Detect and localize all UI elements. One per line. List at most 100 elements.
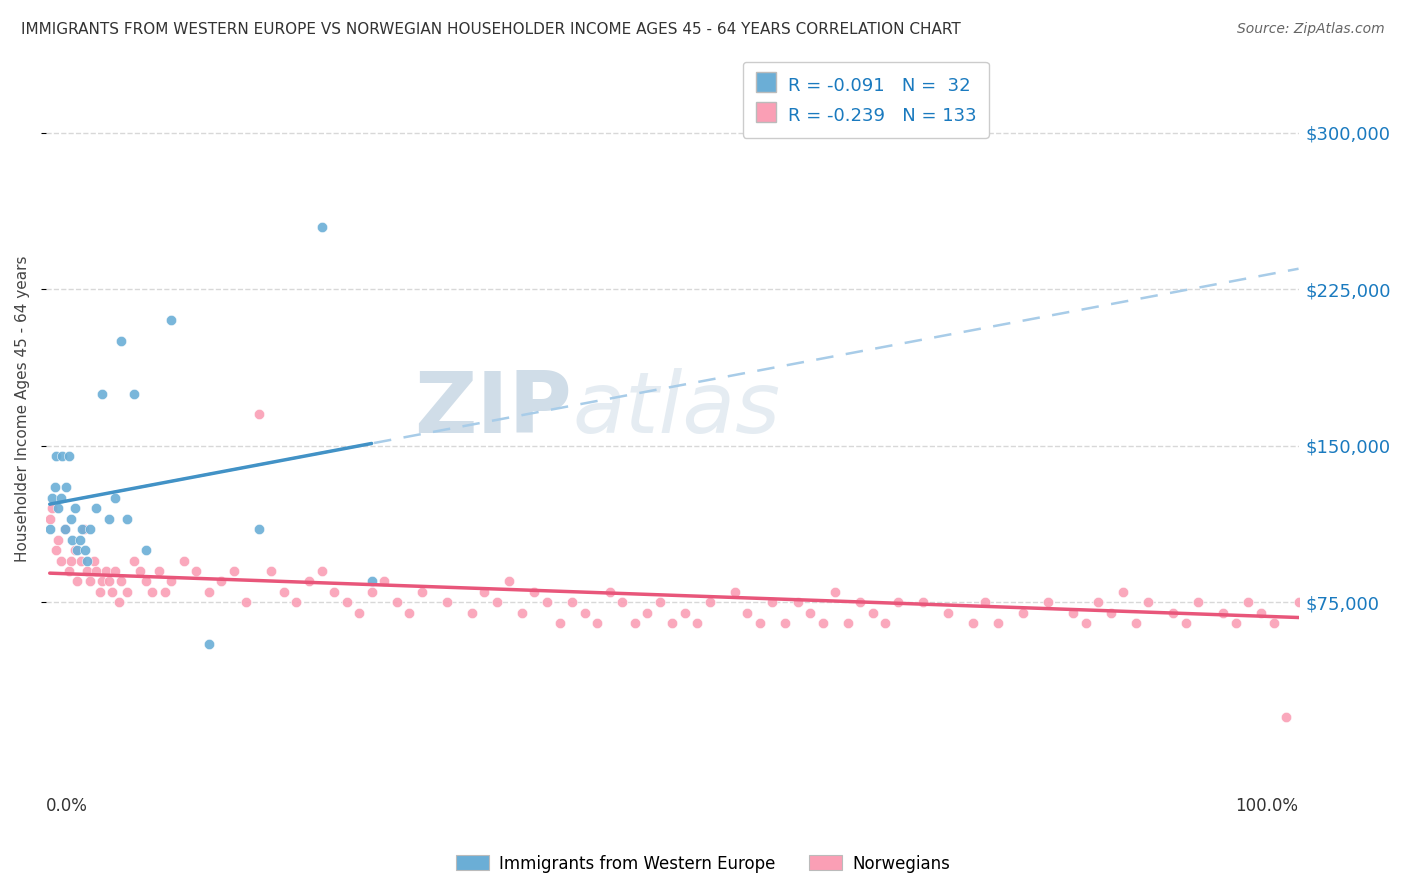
Point: [38, 522, 60, 536]
Point: [1312, 595, 1334, 609]
Point: [1161, 606, 1184, 620]
Point: [311, 564, 333, 578]
Point: [298, 574, 321, 589]
Point: [273, 584, 295, 599]
Point: [117, 584, 139, 599]
Point: [45, 449, 67, 463]
Point: [186, 564, 208, 578]
Point: [824, 584, 846, 599]
Point: [673, 606, 696, 620]
Point: [911, 595, 934, 609]
Point: [141, 584, 163, 599]
Point: [385, 595, 408, 609]
Point: [749, 616, 772, 631]
Point: [97, 574, 120, 589]
Point: [1087, 595, 1109, 609]
Point: [69, 533, 91, 547]
Point: [536, 595, 558, 609]
Point: [599, 584, 621, 599]
Point: [661, 616, 683, 631]
Point: [1112, 584, 1135, 599]
Point: [523, 584, 546, 599]
Point: [811, 616, 834, 631]
Point: [1275, 710, 1298, 724]
Point: [862, 606, 884, 620]
Point: [122, 553, 145, 567]
Point: [91, 386, 114, 401]
Point: [1074, 616, 1097, 631]
Point: [107, 595, 129, 609]
Point: [347, 606, 370, 620]
Point: [1294, 606, 1316, 620]
Point: [41, 491, 63, 505]
Point: [485, 595, 508, 609]
Point: [76, 553, 98, 567]
Point: [1288, 595, 1310, 609]
Point: [586, 616, 609, 631]
Point: [63, 543, 86, 558]
Point: [636, 606, 658, 620]
Point: [38, 512, 60, 526]
Point: [510, 606, 533, 620]
Point: [799, 606, 821, 620]
Point: [323, 584, 346, 599]
Text: 0.0%: 0.0%: [46, 797, 87, 815]
Point: [1250, 606, 1272, 620]
Point: [737, 606, 759, 620]
Point: [461, 606, 484, 620]
Point: [209, 574, 232, 589]
Point: [135, 543, 157, 558]
Point: [110, 574, 132, 589]
Point: [311, 219, 333, 234]
Point: [761, 595, 783, 609]
Point: [160, 574, 183, 589]
Point: [360, 574, 382, 589]
Point: [786, 595, 808, 609]
Point: [1125, 616, 1147, 631]
Point: [773, 616, 796, 631]
Point: [623, 616, 645, 631]
Point: [45, 543, 67, 558]
Point: [260, 564, 283, 578]
Point: [1337, 616, 1360, 631]
Point: [724, 584, 747, 599]
Point: [1362, 606, 1385, 620]
Point: [129, 564, 152, 578]
Point: [66, 574, 89, 589]
Point: [1225, 616, 1247, 631]
Point: [962, 616, 984, 631]
Point: [1012, 606, 1035, 620]
Point: [70, 553, 93, 567]
Point: [122, 386, 145, 401]
Point: [153, 584, 176, 599]
Point: [135, 574, 157, 589]
Point: [53, 522, 76, 536]
Point: [886, 595, 908, 609]
Point: [411, 584, 433, 599]
Point: [247, 408, 270, 422]
Point: [104, 491, 127, 505]
Point: [58, 449, 80, 463]
Point: [58, 564, 80, 578]
Point: [285, 595, 308, 609]
Point: [94, 564, 117, 578]
Point: [198, 637, 221, 651]
Point: [55, 480, 77, 494]
Point: [875, 616, 897, 631]
Point: [173, 553, 195, 567]
Point: [1036, 595, 1059, 609]
Point: [474, 584, 496, 599]
Point: [1375, 616, 1398, 631]
Text: atlas: atlas: [572, 368, 780, 450]
Point: [89, 584, 111, 599]
Point: [97, 512, 120, 526]
Point: [398, 606, 420, 620]
Point: [110, 334, 132, 349]
Point: [60, 512, 83, 526]
Point: [117, 512, 139, 526]
Point: [1099, 606, 1122, 620]
Point: [1137, 595, 1160, 609]
Point: [1174, 616, 1197, 631]
Legend: R = -0.091   N =  32, R = -0.239   N = 133: R = -0.091 N = 32, R = -0.239 N = 133: [742, 62, 988, 137]
Point: [41, 501, 63, 516]
